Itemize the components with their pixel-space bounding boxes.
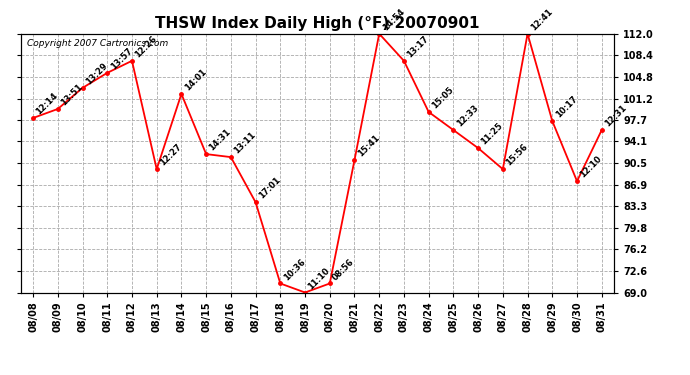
Text: 12:41: 12:41 xyxy=(529,7,554,32)
Title: THSW Index Daily High (°F) 20070901: THSW Index Daily High (°F) 20070901 xyxy=(155,16,480,31)
Text: 12:10: 12:10 xyxy=(578,154,604,180)
Text: 14:01: 14:01 xyxy=(183,67,208,93)
Text: 15:56: 15:56 xyxy=(504,142,530,168)
Text: 13:17: 13:17 xyxy=(405,34,431,60)
Text: 12:26: 12:26 xyxy=(133,34,159,60)
Text: 12:14: 12:14 xyxy=(34,91,60,117)
Text: 14:31: 14:31 xyxy=(208,128,233,153)
Text: 11:25: 11:25 xyxy=(480,122,505,147)
Text: 15:41: 15:41 xyxy=(356,134,382,159)
Text: 12:33: 12:33 xyxy=(455,104,480,129)
Text: 17:01: 17:01 xyxy=(257,176,282,201)
Text: 12:27: 12:27 xyxy=(158,142,184,168)
Text: 13:29: 13:29 xyxy=(84,62,109,87)
Text: 08:56: 08:56 xyxy=(331,257,356,282)
Text: Copyright 2007 Cartronics.com: Copyright 2007 Cartronics.com xyxy=(27,39,168,48)
Text: 10:17: 10:17 xyxy=(553,94,579,120)
Text: 15:05: 15:05 xyxy=(430,85,455,111)
Text: 13:51: 13:51 xyxy=(59,82,84,108)
Text: 11:10: 11:10 xyxy=(306,266,332,291)
Text: 13:11: 13:11 xyxy=(233,130,257,156)
Text: 14:54: 14:54 xyxy=(381,7,406,32)
Text: 12:31: 12:31 xyxy=(603,104,629,129)
Text: 13:57: 13:57 xyxy=(108,46,134,72)
Text: 10:36: 10:36 xyxy=(282,257,307,282)
